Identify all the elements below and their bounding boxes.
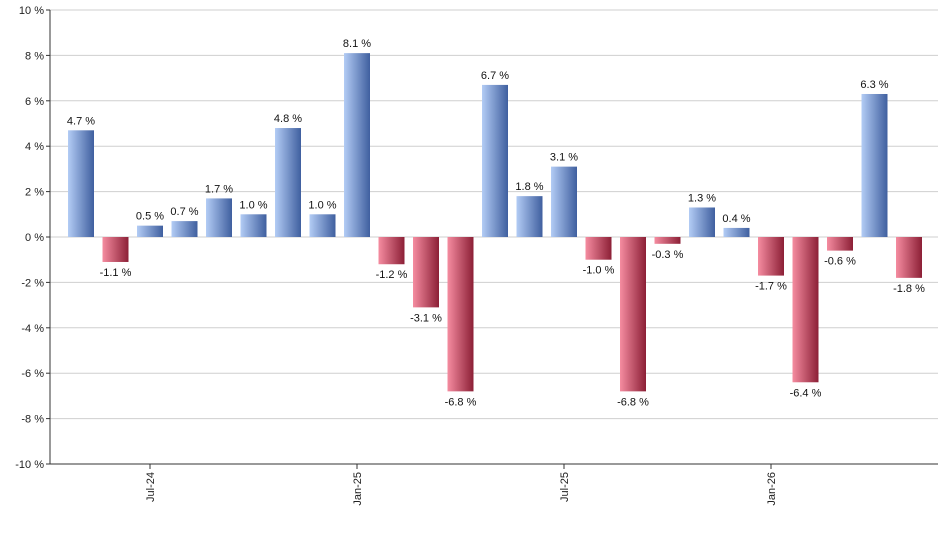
bar xyxy=(68,130,94,237)
bar xyxy=(792,237,819,383)
bar xyxy=(758,237,784,276)
y-tick-label: -10 % xyxy=(15,459,44,471)
data-label: -6.8 % xyxy=(617,396,649,408)
bar xyxy=(206,198,232,237)
data-label: 0.4 % xyxy=(722,213,750,225)
bar xyxy=(482,84,508,237)
data-label: -6.4 % xyxy=(790,387,822,399)
data-label: 1.7 % xyxy=(205,183,233,195)
data-label: 1.0 % xyxy=(308,199,336,211)
data-label: 4.7 % xyxy=(67,115,95,127)
bar xyxy=(275,128,301,237)
y-tick-label: -4 % xyxy=(21,323,44,335)
data-label: -1.1 % xyxy=(100,267,132,279)
y-tick-label: 4 % xyxy=(25,141,44,153)
y-tick-label: 2 % xyxy=(25,187,44,199)
bar xyxy=(240,214,267,237)
bar xyxy=(309,214,336,237)
bar xyxy=(723,227,750,237)
x-tick-label: Jan-25 xyxy=(352,472,364,506)
bar xyxy=(171,221,198,237)
data-label: 0.7 % xyxy=(170,206,198,218)
data-label: 1.0 % xyxy=(239,199,267,211)
bar xyxy=(447,237,474,392)
bar xyxy=(378,237,405,265)
data-label: -1.7 % xyxy=(755,281,787,293)
bar xyxy=(413,237,439,308)
x-tick-label: Jan-26 xyxy=(766,472,778,506)
bar xyxy=(102,237,129,262)
axes xyxy=(49,10,938,465)
data-label: 3.1 % xyxy=(550,152,578,164)
data-label: -0.3 % xyxy=(652,249,684,261)
x-tick-label: Jul-24 xyxy=(145,472,157,502)
y-tick-label: -2 % xyxy=(21,277,44,289)
bar xyxy=(344,53,370,237)
data-label: 1.8 % xyxy=(515,181,543,193)
bar xyxy=(551,166,577,237)
y-tick-label: 6 % xyxy=(25,96,44,108)
data-label: 0.5 % xyxy=(136,211,164,223)
data-label: 8.1 % xyxy=(343,38,371,50)
data-label: -6.8 % xyxy=(445,396,477,408)
bar xyxy=(620,237,646,392)
bar xyxy=(861,93,888,238)
y-tick-label: 0 % xyxy=(25,232,44,244)
data-label: -1.8 % xyxy=(893,283,925,295)
x-axis-ticks: Jul-24 Jan-25 Jul-25 Jan-26 xyxy=(145,464,778,506)
data-labels: 4.7 % -1.1 % 0.5 % 0.7 % 1.7 % 1.0 % 4.8 % 1.0 … xyxy=(67,38,925,408)
data-label: 4.8 % xyxy=(274,113,302,125)
bar xyxy=(137,225,163,237)
data-label: -1.2 % xyxy=(376,269,408,281)
bar xyxy=(585,237,612,260)
data-label: -0.6 % xyxy=(824,256,856,268)
bar xyxy=(516,196,543,237)
bar xyxy=(896,237,922,278)
y-tick-label: 8 % xyxy=(25,50,44,62)
y-tick-label: -8 % xyxy=(21,414,44,426)
x-tick-label: Jul-25 xyxy=(559,472,571,502)
bar xyxy=(654,237,681,244)
data-label: -1.0 % xyxy=(583,265,615,277)
y-axis-ticks: -10 % -8 % -6 % -4 % -2 % 0 % 2 % 4 % 6 % 8 % 10 % xyxy=(15,5,50,471)
data-label: -3.1 % xyxy=(410,312,442,324)
data-label: 6.7 % xyxy=(481,70,509,82)
bar xyxy=(689,207,715,237)
data-label: 1.3 % xyxy=(688,192,716,204)
bar xyxy=(827,237,853,251)
y-tick-label: -6 % xyxy=(21,368,44,380)
y-tick-label: 10 % xyxy=(19,5,44,17)
data-label: 6.3 % xyxy=(860,79,888,91)
bars xyxy=(68,53,922,392)
